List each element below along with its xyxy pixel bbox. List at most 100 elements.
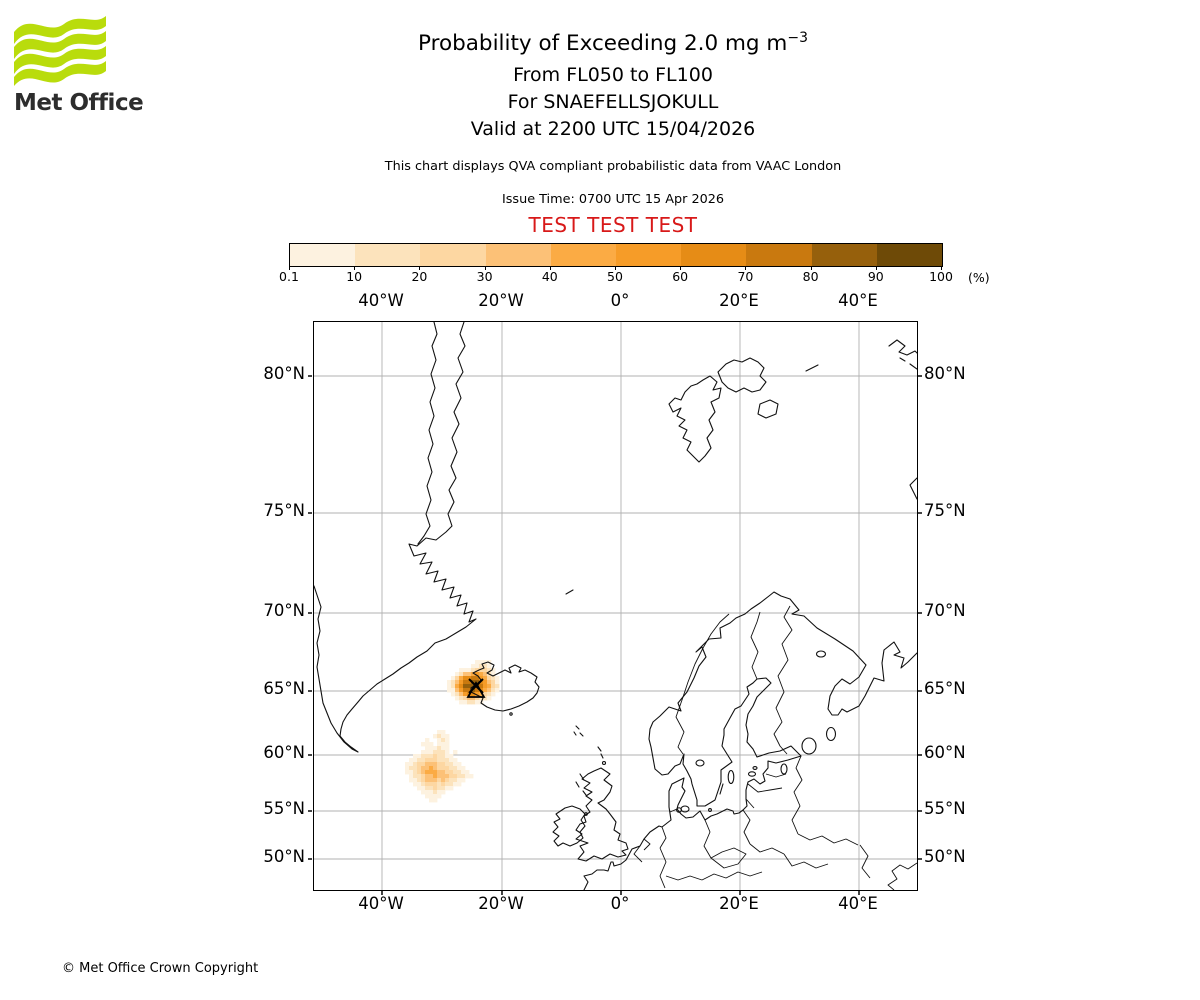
colorbar-tick-mark: [354, 266, 356, 270]
graticule-gridlines: [314, 322, 917, 890]
right-axis-tick: [917, 810, 922, 812]
subtitle-volcano: For SNAEFELLSJOKULL: [507, 91, 719, 113]
gotland-island: [727, 769, 735, 785]
ash-probability-layer: [405, 660, 500, 803]
jan-mayen: [565, 589, 574, 595]
lat-label-left: 75°N: [263, 501, 305, 520]
colorbar-segment-7: [681, 244, 747, 266]
nordaustlandet-coast: [717, 357, 767, 393]
lake-vanern: [695, 759, 705, 767]
left-axis-tick: [307, 612, 312, 614]
orkney-islands: [601, 760, 607, 766]
lat-label-right: 65°N: [924, 679, 966, 698]
right-axis-tick: [917, 612, 922, 614]
lake-peipus: [780, 763, 788, 775]
map-frame: [313, 321, 918, 891]
left-axis-tick: [307, 810, 312, 812]
bottom-axis-tick: [858, 890, 860, 895]
qva-note: This chart displays QVA compliant probab…: [384, 159, 842, 174]
colorbar-segment-10: [876, 244, 943, 266]
lon-label-top: 40°E: [838, 291, 878, 310]
franz-josef-land: [888, 339, 917, 370]
subtitle-flight-levels: From FL050 to FL100: [513, 64, 713, 86]
lon-label-bottom: 20°E: [719, 894, 759, 913]
colorbar-segment-3: [420, 244, 486, 266]
left-axis-tick: [307, 375, 312, 377]
title-exponent: −3: [787, 30, 808, 46]
colorbar-segment-5: [550, 244, 617, 266]
colorbar-tick-label: 10: [346, 269, 363, 284]
left-axis-tick: [307, 858, 312, 860]
colorbar-tick-label: 60: [672, 269, 689, 284]
colorbar-segment-8: [746, 244, 812, 266]
vestmannaeyjar-island: [509, 712, 513, 716]
iceland-coast: [470, 661, 540, 712]
lat-label-left: 65°N: [263, 679, 305, 698]
lat-label-left: 55°N: [263, 799, 305, 818]
bottom-axis-tick: [501, 890, 503, 895]
lon-label-top: 20°E: [719, 291, 759, 310]
subtitle-valid-time: Valid at 2200 UTC 15/04/2026: [470, 118, 756, 140]
colorbar-tick-mark: [941, 266, 942, 270]
colorbar-segment-2: [355, 244, 421, 266]
lake-ladoga: [801, 737, 817, 755]
hebrides-islands: [575, 773, 587, 796]
colorbar-tick-mark: [745, 266, 747, 270]
left-axis-tick: [307, 754, 312, 756]
colorbar-tick-label: 30: [476, 269, 493, 284]
lat-label-left: 60°N: [263, 743, 305, 762]
bottom-axis-tick: [620, 890, 622, 895]
volcano-x-icon: [468, 678, 484, 694]
colorbar-tick-mark: [810, 266, 812, 270]
lat-label-right: 60°N: [924, 743, 966, 762]
colorbar-tick-mark: [549, 266, 551, 270]
title-text: Probability of Exceeding 2.0 mg m: [417, 31, 788, 57]
colorbar-segment-9: [811, 244, 877, 266]
greenland-coast: [314, 322, 477, 753]
page-title: Probability of Exceeding 2.0 mg m−3: [26, 30, 1200, 56]
spitsbergen-coast: [668, 375, 722, 463]
colorbar-segment-4: [485, 244, 551, 266]
lat-label-right: 75°N: [924, 501, 966, 520]
lat-label-right: 50°N: [924, 847, 966, 866]
colorbar-tick-label: 20: [411, 269, 428, 284]
colorbar-tick-label: 80: [802, 269, 819, 284]
greenland-fjord: [417, 322, 438, 545]
lat-label-left: 50°N: [263, 847, 305, 866]
bornholm-island: [708, 808, 712, 812]
lat-label-right: 70°N: [924, 601, 966, 620]
novaya-zemlya-fragment: [909, 477, 917, 500]
ireland-coast: [552, 805, 586, 847]
kvitoya-island: [805, 364, 819, 372]
colorbar-tick-mark: [289, 266, 290, 270]
bottom-axis-tick: [381, 890, 383, 895]
map-canvas: [314, 322, 917, 890]
colorbar-tick-mark: [680, 266, 682, 270]
left-axis-tick: [307, 512, 312, 514]
volcano-marker: [466, 678, 486, 698]
oland-island: [719, 783, 724, 795]
edgeoya-coast: [757, 399, 779, 419]
colorbar-tick-label: 50: [607, 269, 623, 284]
met-office-wordmark: Met Office: [14, 90, 144, 116]
colorbar-tick-label: 100: [929, 269, 953, 284]
colorbar-tick-label: 0.1: [279, 269, 299, 284]
lat-label-right: 80°N: [924, 364, 966, 383]
colorbar-tick-mark: [419, 266, 421, 270]
right-axis-tick: [917, 858, 922, 860]
lat-label-right: 55°N: [924, 799, 966, 818]
lon-label-top: 40°W: [358, 291, 404, 310]
bottom-axis-tick: [739, 890, 741, 895]
lon-label-bottom: 20°W: [478, 894, 524, 913]
copyright-notice: © Met Office Crown Copyright: [62, 961, 259, 976]
issue-time: Issue Time: 0700 UTC 15 Apr 2026: [501, 192, 725, 207]
faroe-islands: [573, 725, 584, 737]
colorbar-tick-label: 90: [867, 269, 884, 284]
shetland-islands: [597, 746, 604, 759]
colorbar-tick-label: 70: [737, 269, 754, 284]
country-borders: [633, 605, 917, 890]
colorbar-segment-6: [616, 244, 682, 266]
colorbar-tick-mark: [615, 266, 616, 270]
colorbar-segment-1: [290, 244, 356, 266]
